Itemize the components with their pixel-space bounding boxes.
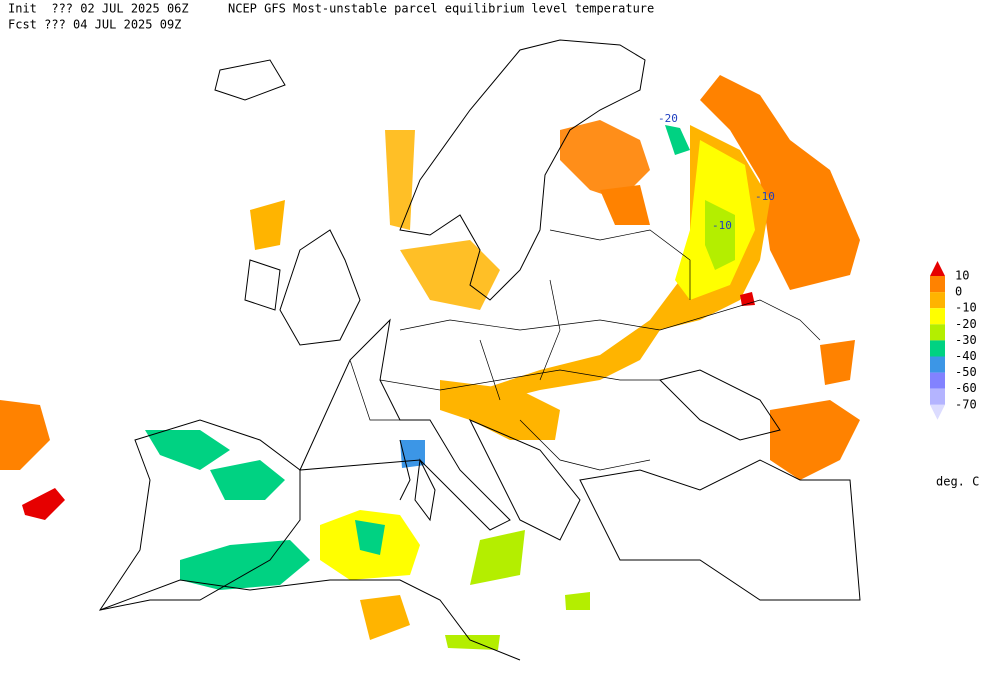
fcst-label: Fcst ??? 04 JUL 2025 09Z <box>8 18 181 32</box>
field-area <box>210 460 285 500</box>
field-area <box>705 200 735 270</box>
coastline <box>299 318 511 531</box>
field-area <box>385 130 415 230</box>
coastline <box>399 439 411 501</box>
field-area <box>665 125 690 155</box>
legend-swatch <box>930 308 945 325</box>
field-area <box>360 595 410 640</box>
borders <box>349 229 821 471</box>
field-area <box>440 380 560 440</box>
field-area <box>470 530 525 585</box>
field-area <box>400 240 500 310</box>
init-label: Init ??? 02 JUL 2025 06Z <box>8 2 189 16</box>
field-area <box>820 340 855 385</box>
legend-swatch <box>930 276 945 293</box>
legend-label: -60 <box>955 381 977 395</box>
coastline <box>279 229 361 346</box>
coastline <box>214 59 286 101</box>
field-shading <box>0 75 860 650</box>
coastline <box>468 419 581 541</box>
legend-label: -40 <box>955 349 977 363</box>
legend-label: -50 <box>955 365 977 379</box>
field-area <box>180 540 310 590</box>
legend: 10 0 -10 -20 -30 -40 -50 -60 -70 <box>930 261 977 420</box>
field-area <box>445 635 500 650</box>
legend-label: -10 <box>955 301 977 315</box>
field-area <box>700 75 860 290</box>
legend-label: -70 <box>955 397 977 411</box>
coastline <box>99 579 521 661</box>
legend-label: 0 <box>955 285 962 299</box>
field-area <box>600 185 650 225</box>
border <box>399 299 821 341</box>
field-area <box>22 488 65 520</box>
contour-label: -20 <box>658 112 678 125</box>
legend-unit: deg. C <box>936 475 979 489</box>
border <box>379 369 660 391</box>
contour-labels: -20 -10 -10 <box>658 112 775 232</box>
legend-swatch <box>930 356 945 373</box>
border <box>519 419 651 471</box>
border <box>479 339 501 401</box>
legend-label: -20 <box>955 317 977 331</box>
contour-label: -10 <box>712 219 732 232</box>
coastline <box>414 458 436 522</box>
border <box>549 229 691 300</box>
legend-swatch <box>930 340 945 357</box>
legend-swatch <box>930 404 945 420</box>
map-title: NCEP GFS Most-unstable parcel equilibriu… <box>228 2 654 16</box>
legend-label: -30 <box>955 333 977 347</box>
legend-swatch <box>930 388 945 405</box>
field-area <box>560 120 650 200</box>
contour-label: -10 <box>755 190 775 203</box>
field-area <box>565 592 590 610</box>
legend-swatch <box>930 261 945 276</box>
field-area <box>0 400 50 470</box>
field-area <box>355 520 385 555</box>
field-area <box>250 200 285 250</box>
border <box>349 359 400 421</box>
legend-swatch <box>930 292 945 309</box>
legend-swatch <box>930 372 945 389</box>
coastline <box>399 39 646 301</box>
coastline <box>659 369 781 441</box>
border <box>539 279 561 381</box>
coastline <box>98 419 301 611</box>
legend-label: 10 <box>955 269 969 283</box>
coastlines <box>98 39 861 661</box>
legend-swatch <box>930 324 945 341</box>
coastline <box>244 259 281 311</box>
coastline <box>579 459 861 601</box>
field-area <box>770 400 860 480</box>
field-area <box>145 430 230 470</box>
